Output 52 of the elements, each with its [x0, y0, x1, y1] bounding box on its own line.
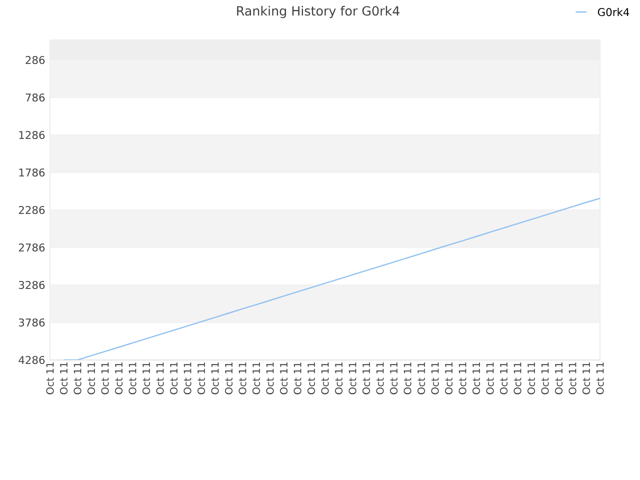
- x-tick-label: Oct 11: [417, 362, 426, 394]
- x-tick-label: Oct 11: [74, 362, 82, 394]
- x-tick-label: Oct 11: [348, 362, 356, 394]
- x-tick-label: Oct 11: [444, 362, 453, 394]
- x-tick-label: Oct 11: [142, 362, 150, 394]
- x-tick-label: Oct 11: [321, 362, 329, 394]
- x-tick-label: Oct 11: [362, 362, 370, 394]
- x-tick-label: Oct 11: [46, 362, 54, 394]
- x-tick-label: Oct 11: [307, 362, 316, 394]
- x-tick-label: Oct 11: [596, 362, 604, 394]
- x-tick-label: Oct 11: [252, 362, 260, 394]
- x-tick-label: Oct 11: [404, 362, 412, 394]
- y-tick-label: 3286: [18, 280, 45, 290]
- x-tick-label: Oct 11: [514, 362, 522, 394]
- x-tick-label: Oct 11: [87, 362, 96, 394]
- x-tick-label: Oct 11: [266, 362, 274, 394]
- chart-title: Ranking History for G0rk4: [237, 6, 400, 18]
- x-tick-label: Oct 11: [568, 362, 576, 394]
- x-tick-label: Oct 11: [541, 362, 549, 394]
- x-tick-label: Oct 11: [280, 362, 288, 394]
- x-tick-label: Oct 11: [554, 362, 563, 394]
- x-tick-label: Oct 11: [334, 362, 343, 394]
- y-tick-label: 4286: [18, 356, 45, 364]
- x-tick-label: Oct 11: [128, 362, 136, 394]
- x-tick-label: Oct 11: [114, 362, 123, 394]
- x-tick-label: Oct 11: [170, 362, 178, 394]
- x-tick-label: Oct 11: [431, 362, 439, 394]
- x-tick-label: Oct 11: [500, 362, 508, 394]
- x-tick-label: Oct 11: [197, 362, 206, 394]
- x-tick-label: Oct 11: [101, 362, 109, 394]
- x-tick-label: Oct 11: [238, 362, 246, 394]
- x-tick-label: Oct 11: [156, 362, 164, 394]
- x-tick-label: Oct 11: [486, 362, 494, 394]
- x-tick-label: Oct 11: [390, 362, 398, 394]
- y-tick-label: 2286: [18, 206, 45, 214]
- x-tick-label: Oct 11: [60, 362, 68, 394]
- x-tick-label: Oct 11: [184, 362, 192, 394]
- x-tick-label: Oct 11: [294, 362, 302, 394]
- y-tick-label: 3786: [18, 318, 45, 327]
- x-tick-label: Oct 11: [376, 362, 384, 394]
- x-tick-label: Oct 11: [582, 362, 590, 394]
- x-tick-label: Oct 11: [458, 362, 466, 394]
- x-tick-label: Oct 11: [527, 362, 536, 394]
- y-tick-label: 2786: [18, 243, 45, 252]
- y-tick-label: 1786: [19, 168, 45, 177]
- y-tick-label: 286: [26, 56, 45, 64]
- legend-label: G0rk4: [598, 8, 630, 16]
- x-tick-label: Oct 11: [224, 362, 233, 394]
- x-tick-label: Oct 11: [211, 362, 219, 394]
- x-tick-label: Oct 11: [472, 362, 480, 394]
- y-tick-label: 1286: [19, 130, 45, 140]
- y-tick-label: 786: [26, 93, 45, 102]
